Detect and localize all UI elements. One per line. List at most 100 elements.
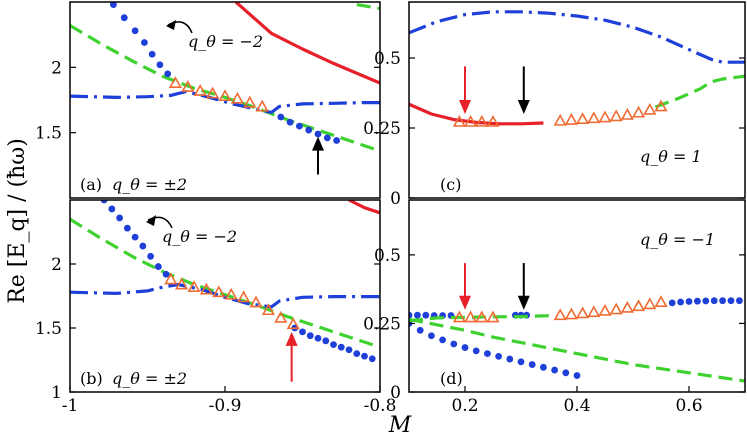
panel-c-orange-triangles-marker xyxy=(587,111,601,124)
panel-d-arrow-head xyxy=(517,295,530,310)
panel-a-blue-dots-point xyxy=(120,14,128,22)
panel-a-blue-dash-dot-line xyxy=(70,89,380,114)
panel-a-blue-dots-point xyxy=(164,70,172,78)
panel-a-blue-dots-point xyxy=(141,39,148,46)
panel-b-orange-triangles-marker xyxy=(164,272,178,285)
panel-d-xtick-label: 0.6 xyxy=(675,396,702,416)
panel-b-blue-dots-point xyxy=(154,263,162,270)
panel-d-arrow-head xyxy=(459,295,471,310)
panel-d-blue-dots-lower-point xyxy=(540,363,547,371)
panel-c-green-dashed-line xyxy=(654,74,745,109)
panel-d: 0 0.25 0.5 0.2 0.4 0.6 (d) q_θ = −1 xyxy=(363,199,746,416)
panel-a-blue-dots-point xyxy=(323,134,331,142)
panel-a-red-solid-line xyxy=(234,2,380,85)
panel-a-blue-dots-point xyxy=(314,130,322,138)
panel-d-blue-dots-lower-point xyxy=(428,332,435,340)
panel-a-blue-dots-point xyxy=(110,2,117,9)
panel-d-blue-dots-lower-point xyxy=(416,326,424,334)
panel-c-orange-triangles-marker xyxy=(475,114,489,127)
panel-b-green-dashed-line xyxy=(70,217,380,349)
panel-b-xtick-label: -0.9 xyxy=(209,396,242,416)
panel-d-blue-dots-upper-point xyxy=(710,297,718,305)
panel-a-orange-triangles-marker xyxy=(218,89,232,102)
panel-c-orange-triangles-marker xyxy=(643,102,657,115)
panel-d-orange-triangles-marker xyxy=(609,302,623,315)
panel-c-orange-triangles-marker xyxy=(654,99,668,112)
panel-a-blue-dots-point xyxy=(296,122,303,130)
panel-d-orange-triangles-marker xyxy=(620,300,634,313)
panel-d-blue-dots-upper-point xyxy=(422,311,430,319)
panel-d-blue-dots-upper-point xyxy=(685,298,693,305)
panel-a-ytick-label: 2 xyxy=(51,58,62,78)
panel-b-orange-triangles-marker xyxy=(199,282,213,295)
panel-c-orange-triangles-marker xyxy=(564,113,578,125)
panel-c-orange-triangles-marker xyxy=(576,112,590,124)
panel-a-blue-dots-point xyxy=(156,61,164,69)
panel-b-ytick-label: 2 xyxy=(51,255,62,275)
panel-a-label: (a) xyxy=(80,175,102,194)
panel-d-orange-triangles-marker xyxy=(632,299,646,312)
panel-a: 1.5 2 (a) q_θ = ±2 q_θ = −2 xyxy=(35,1,381,199)
panel-a-frame xyxy=(69,1,381,199)
panel-b-arrow-head xyxy=(285,331,298,346)
panel-b-blue-dots-point xyxy=(337,343,345,351)
panel-b-ytick-label: 1 xyxy=(51,383,62,403)
panel-b-blue-dots-point xyxy=(123,224,131,232)
panel-b-label: (b) xyxy=(80,369,103,388)
panel-b-blue-dots-point xyxy=(139,242,147,250)
panel-c-orange-triangles-marker xyxy=(598,110,612,123)
panel-c-orange-triangles-marker xyxy=(486,114,500,127)
panel-c-label: (c) xyxy=(440,175,461,194)
panel-a-q-label: q_θ = ±2 xyxy=(112,175,187,194)
panel-b-orange-triangles-marker xyxy=(175,277,189,290)
panel-b-blue-dots-point xyxy=(314,334,322,342)
panel-c-orange-triangles-marker xyxy=(632,105,646,118)
panel-d-label: (d) xyxy=(440,369,463,388)
panel-b-red-solid-line xyxy=(348,200,380,215)
panel-d-blue-dots-upper-point xyxy=(719,297,726,305)
panel-a-orange-triangles-marker xyxy=(255,99,269,112)
panel-d-orange-triangles-marker xyxy=(587,305,601,318)
panel-d-blue-dots-lower-point xyxy=(573,372,581,379)
panel-b-blue-dots-point xyxy=(353,350,361,357)
panel-d-blue-dots-upper-point xyxy=(668,299,676,307)
panel-a-blue-dots-point xyxy=(277,113,285,121)
panel-d-blue-dots-lower-point xyxy=(551,366,558,374)
panel-a-blue-dots-point xyxy=(333,137,340,144)
panel-c-orange-triangles-marker xyxy=(452,114,466,127)
panel-c-ytick-label: 0 xyxy=(390,189,401,209)
panel-d-orange-triangles-marker xyxy=(553,308,567,321)
panel-d-blue-dots-upper-point xyxy=(677,298,684,306)
panel-a-orange-triangles-marker xyxy=(181,80,195,92)
panel-b-blue-dots-point xyxy=(162,270,170,278)
panel-d-ytick-label: 0.25 xyxy=(363,314,401,334)
panel-d-orange-triangles-marker xyxy=(452,310,466,323)
panel-b-blue-dots-point xyxy=(131,233,139,241)
panel-c-orange-triangles-marker xyxy=(553,113,567,126)
panel-a-annotation: q_θ = −2 xyxy=(188,32,263,51)
panel-b-orange-triangles-marker xyxy=(274,310,288,323)
panel-b-blue-dots-point xyxy=(299,328,306,336)
panel-b-orange-triangles-marker xyxy=(212,285,226,298)
panel-b-ytick-label: 1.5 xyxy=(35,319,62,339)
panel-a-blue-dots-point xyxy=(305,126,313,134)
panel-b-xtick-label: -1 xyxy=(62,396,79,416)
panel-b-annotation-arrowhead xyxy=(146,215,156,226)
panel-d-xtick-label: 0.4 xyxy=(563,396,590,416)
panel-a-orange-triangles-marker xyxy=(230,91,244,104)
panel-a-green-dashed-line xyxy=(70,24,380,153)
panel-b-q-label: q_θ = ±2 xyxy=(112,369,187,388)
panel-d-blue-dots-upper-point xyxy=(727,297,735,305)
panel-b-blue-dots-point xyxy=(116,214,123,222)
panel-a-blue-dots-point xyxy=(148,50,156,58)
panel-c-orange-triangles-marker xyxy=(609,109,623,122)
panel-b-orange-triangles-marker xyxy=(286,317,300,330)
panel-a-orange-triangles-marker xyxy=(243,95,257,108)
panel-d-blue-dots-lower-point xyxy=(528,361,536,368)
panel-b-blue-dots-point xyxy=(330,341,337,349)
panel-d-blue-dots-upper-point xyxy=(702,297,710,305)
panel-c-ytick-label: 0.25 xyxy=(363,119,401,139)
x-axis-title: M xyxy=(388,413,412,438)
panel-b-blue-dots-point xyxy=(345,346,353,354)
panel-b-blue-dots-point xyxy=(100,200,108,204)
